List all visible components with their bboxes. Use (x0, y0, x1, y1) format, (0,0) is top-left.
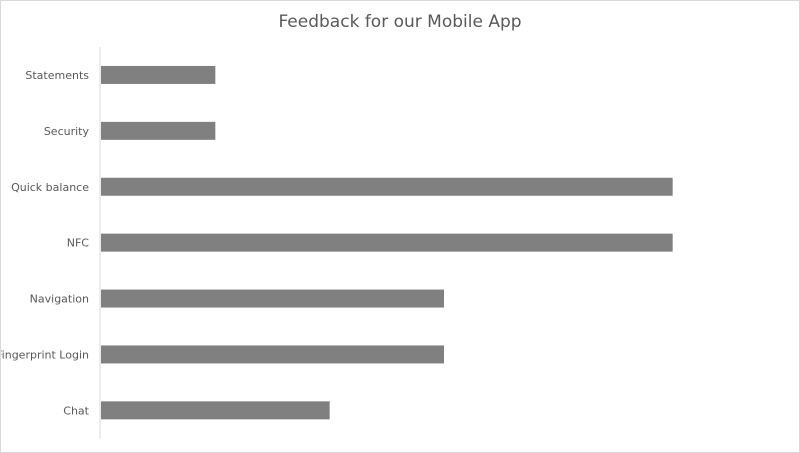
chart-title: Feedback for our Mobile App (278, 12, 522, 32)
bar-fingerprint-login (101, 345, 444, 364)
category-label: Security (44, 125, 90, 138)
category-label: Quick balance (11, 181, 89, 194)
category-label: Fingerprint Login (1, 348, 89, 361)
bar-statements (101, 65, 216, 84)
bar-navigation (101, 289, 444, 308)
category-label: Statements (25, 69, 89, 82)
bar-chat (101, 401, 330, 420)
bar-quick-balance (101, 177, 673, 196)
bar-security (101, 121, 216, 140)
bar-nfc (101, 233, 673, 252)
category-label: Chat (63, 404, 89, 417)
category-label: Navigation (30, 293, 89, 306)
category-label: NFC (67, 237, 90, 250)
